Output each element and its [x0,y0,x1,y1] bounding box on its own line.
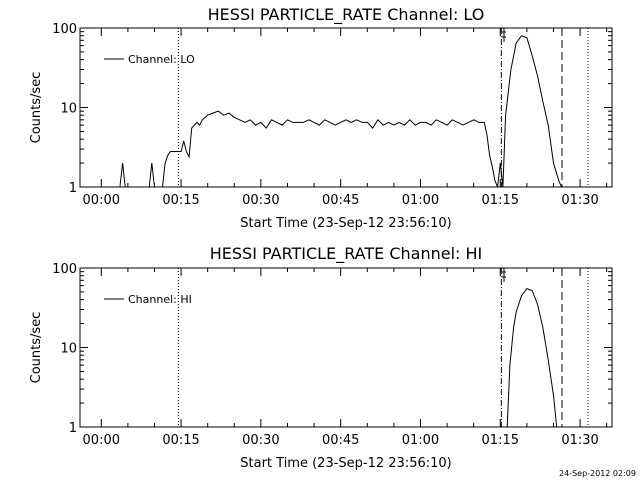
generation-timestamp: 24-Sep-2012 02:09 [559,469,636,478]
x-tick-label: 00:15 [162,193,199,208]
x-tick-label: 00:00 [83,433,120,448]
y-tick-label: 1 [69,181,77,196]
x-tick-label: 01:30 [561,193,598,208]
series-line [119,35,562,188]
plot-frame [79,27,613,188]
x-tick-label: 01:00 [402,193,439,208]
x-axis-label: Start Time (23-Sep-12 23:56:10) [240,216,451,231]
x-tick-label: 00:30 [242,433,279,448]
panel-lo: HESSI PARTICLE_RATE Channel: LO 00:00 00:1… [29,5,613,231]
y-tick-label: 100 [52,22,77,37]
x-tick-label: 00:00 [83,193,120,208]
x-axis-label: Start Time (23-Sep-12 23:56:10) [240,456,451,471]
x-tick-label: 00:15 [162,433,199,448]
x-tick-label: 01:15 [482,193,519,208]
x-tick-label: 00:45 [322,193,359,208]
y-tick-label: 1 [69,421,77,436]
y-tick-label: 10 [60,102,77,117]
y-axis-label: Counts/sec [29,72,44,144]
y-tick-label: 10 [60,342,77,357]
chart-title: HESSI PARTICLE_RATE Channel: LO [208,5,485,25]
x-tick-label: 01:30 [561,433,598,448]
series-line [506,288,558,428]
x-tick-label: 01:00 [402,433,439,448]
chart-title: HESSI PARTICLE_RATE Channel: HI [210,244,483,264]
legend-label: Channel: LO [128,53,195,66]
y-axis-label: Counts/sec [29,312,44,384]
legend-label: Channel: HI [128,293,192,306]
y-tick-label: 100 [52,262,77,277]
panel-hi: HESSI PARTICLE_RATE Channel: HI 00:00 00:1… [29,244,613,471]
x-tick-label: 01:15 [482,433,519,448]
x-tick-label: 00:45 [322,433,359,448]
x-tick-label: 00:30 [242,193,279,208]
